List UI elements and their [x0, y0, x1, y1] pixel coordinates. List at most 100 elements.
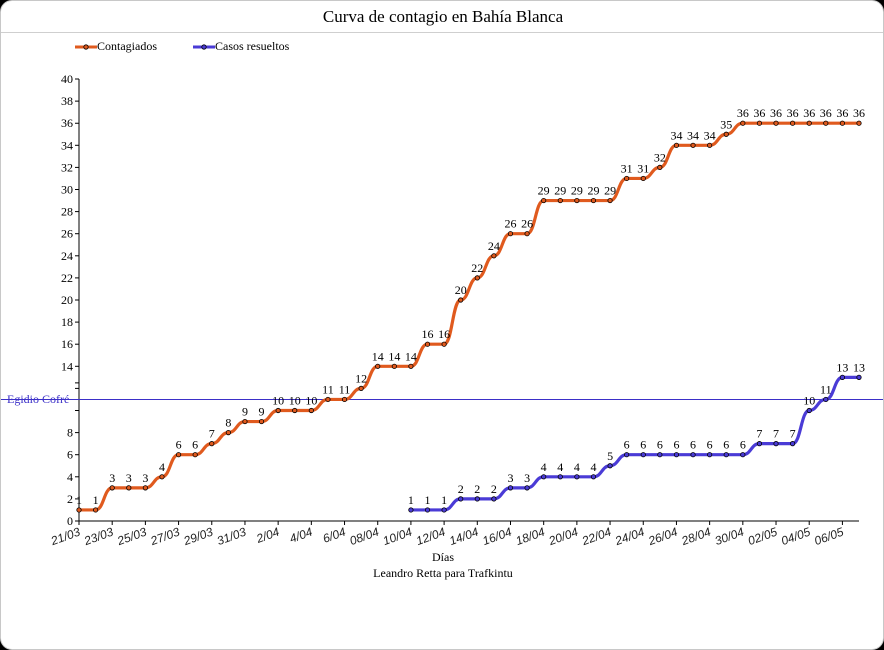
data-label-casos-resueltos: 6 — [657, 438, 663, 452]
data-point-contagiados — [856, 120, 862, 126]
x-tick-label: 21/03 — [48, 525, 82, 549]
data-point-contagiados — [740, 120, 746, 126]
data-label-casos-resueltos: 10 — [803, 394, 815, 408]
data-point-casos-resueltos — [756, 441, 763, 447]
data-point-contagiados — [657, 164, 663, 170]
data-label-contagiados: 29 — [587, 184, 599, 198]
data-point-contagiados — [142, 485, 148, 491]
data-point-casos-resueltos — [541, 474, 547, 480]
data-point-contagiados — [209, 441, 215, 447]
data-label-casos-resueltos: 2 — [491, 482, 497, 496]
x-tick-label: 31/03 — [215, 525, 248, 549]
data-label-contagiados: 3 — [126, 471, 132, 485]
x-tick-label: 26/04 — [646, 525, 680, 549]
data-label-casos-resueltos: 7 — [756, 427, 762, 441]
data-point-casos-resueltos — [823, 396, 829, 403]
data-point-casos-resueltos — [790, 441, 796, 447]
data-point-contagiados — [723, 131, 729, 137]
data-label-casos-resueltos: 6 — [707, 438, 713, 452]
data-point-contagiados — [192, 452, 198, 458]
x-tick-label: 30/04 — [713, 525, 746, 549]
data-point-contagiados — [474, 275, 480, 281]
x-tick-label: 04/05 — [779, 525, 812, 549]
data-point-contagiados — [590, 197, 597, 204]
data-label-contagiados: 14 — [405, 349, 417, 363]
legend-label-contagiados: Contagiados — [97, 39, 157, 53]
data-point-contagiados — [358, 385, 364, 391]
data-label-casos-resueltos: 4 — [574, 460, 580, 474]
data-label-contagiados: 34 — [704, 128, 716, 142]
data-point-casos-resueltos — [590, 474, 597, 480]
data-point-contagiados — [341, 396, 348, 403]
x-tick-label: 20/04 — [546, 525, 580, 549]
series-line-casos-resueltos — [409, 375, 861, 512]
y-tick-label: 2 — [67, 492, 73, 506]
y-tick-label: 0 — [67, 514, 73, 528]
data-point-casos-resueltos — [806, 407, 812, 414]
data-label-casos-resueltos: 3 — [507, 471, 513, 485]
data-label-casos-resueltos: 6 — [673, 438, 679, 452]
data-point-contagiados — [441, 341, 447, 347]
x-tick-label: 27/03 — [148, 525, 182, 549]
legend-swatch-casos-resueltos — [193, 44, 215, 50]
x-tick-label: 18/04 — [514, 525, 547, 549]
data-label-casos-resueltos: 4 — [557, 460, 563, 474]
x-tick-label: 14/04 — [447, 525, 480, 549]
data-label-contagiados: 6 — [192, 438, 198, 452]
x-tick-label: 29/03 — [181, 525, 215, 549]
data-point-contagiados — [790, 120, 796, 126]
reference-line-label: Egidio Cofré — [7, 392, 70, 406]
data-label-contagiados: 32 — [654, 150, 666, 164]
data-point-casos-resueltos — [673, 452, 680, 458]
data-point-contagiados — [159, 474, 165, 480]
data-label-casos-resueltos: 2 — [458, 482, 464, 496]
data-label-casos-resueltos: 7 — [790, 427, 796, 441]
data-label-contagiados: 26 — [521, 217, 533, 231]
data-label-casos-resueltos: 5 — [607, 449, 613, 463]
data-label-casos-resueltos: 13 — [836, 360, 848, 374]
data-point-contagiados — [673, 142, 680, 148]
data-point-casos-resueltos — [491, 496, 497, 502]
data-label-casos-resueltos: 7 — [773, 427, 779, 441]
data-point-casos-resueltos — [723, 452, 729, 458]
data-label-casos-resueltos: 6 — [723, 438, 729, 452]
data-point-contagiados — [756, 120, 763, 126]
data-label-contagiados: 35 — [720, 117, 732, 131]
data-point-casos-resueltos — [624, 452, 630, 458]
data-label-casos-resueltos: 6 — [740, 438, 746, 452]
data-label-contagiados: 29 — [554, 184, 566, 198]
x-tick-label: 23/03 — [81, 525, 115, 549]
data-label-contagiados: 4 — [159, 460, 165, 474]
y-tick-label: 22 — [61, 271, 73, 285]
data-point-contagiados — [491, 253, 497, 259]
legend-label-casos-resueltos: Casos resueltos — [215, 39, 290, 53]
data-label-contagiados: 26 — [504, 217, 516, 231]
data-label-contagiados: 36 — [753, 106, 765, 120]
data-label-contagiados: 10 — [272, 394, 284, 408]
data-point-contagiados — [574, 197, 580, 204]
data-point-contagiados — [690, 142, 696, 148]
y-tick-label: 20 — [61, 293, 73, 307]
x-tick-label: 08/04 — [348, 525, 381, 549]
data-label-casos-resueltos: 1 — [408, 493, 414, 507]
data-point-contagiados — [76, 507, 82, 513]
data-point-casos-resueltos — [607, 463, 613, 469]
y-tick-label: 8 — [67, 426, 73, 440]
data-point-casos-resueltos — [657, 452, 663, 458]
data-label-contagiados: 9 — [242, 405, 248, 419]
y-tick-label: 14 — [61, 359, 73, 373]
data-label-contagiados: 36 — [853, 106, 865, 120]
y-tick-label: 38 — [61, 94, 73, 108]
data-label-contagiados: 36 — [803, 106, 815, 120]
data-point-casos-resueltos — [773, 441, 779, 447]
data-point-contagiados — [839, 120, 846, 126]
data-label-contagiados: 11 — [339, 382, 351, 396]
x-tick-label: 22/04 — [579, 525, 613, 549]
x-tick-label: 2/04 — [253, 525, 281, 547]
data-label-contagiados: 29 — [604, 184, 616, 198]
data-point-contagiados — [258, 418, 265, 425]
data-label-contagiados: 36 — [770, 106, 782, 120]
data-point-contagiados — [707, 142, 713, 148]
data-point-contagiados — [524, 231, 530, 237]
